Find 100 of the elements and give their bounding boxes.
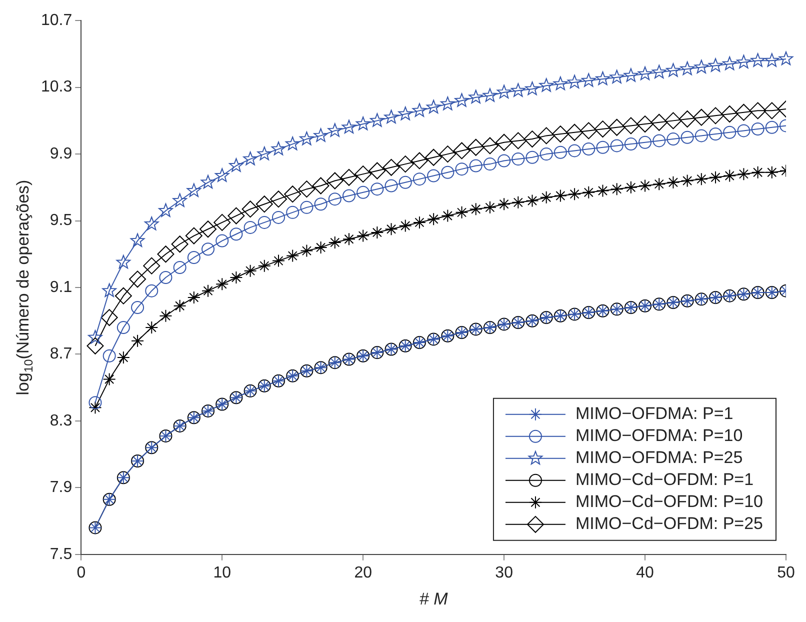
point [171,236,188,253]
point [244,264,257,278]
point [624,180,638,194]
legend-label: MIMO−OFDMA: P=1 [575,404,734,424]
point [173,299,186,312]
point [285,136,300,150]
point [580,122,598,140]
point [187,291,200,304]
point [440,96,455,110]
point [468,90,484,104]
point [737,124,750,138]
point [750,53,765,67]
point [692,108,710,126]
point [258,259,271,272]
point [708,58,723,72]
point [736,54,751,68]
point [356,229,370,242]
point [735,104,752,121]
point [354,166,372,183]
point [356,186,370,199]
point [230,228,243,241]
point [709,128,722,141]
point [483,158,496,171]
y-tick-label: 9.5 [50,212,72,230]
point [300,132,314,146]
point [496,84,512,98]
point [100,309,118,326]
point [314,128,328,142]
point [582,142,596,156]
x-tick-label: 20 [354,564,372,582]
point [116,321,130,334]
point [454,93,469,107]
point [765,166,778,179]
point [680,174,694,188]
point [284,186,302,203]
point [426,100,441,114]
point [214,214,231,231]
y-tick-label: 10.7 [41,12,72,30]
point [410,152,428,170]
y-tick-label: 10.3 [41,78,72,96]
point [202,284,215,298]
point [554,146,567,159]
y-tick-label: 8.7 [50,346,72,363]
point [243,152,258,166]
point [652,134,666,148]
point [356,116,370,130]
point [467,138,484,156]
point [270,190,287,208]
point [751,166,764,179]
point [256,196,273,213]
point [342,189,356,202]
point [384,110,398,124]
point [664,112,682,130]
point [398,106,413,120]
point [185,227,202,244]
point [300,200,314,214]
point [157,246,174,263]
x-tick-label: 10 [213,564,232,582]
point [143,257,160,274]
y-tick-label: 7.5 [50,546,72,563]
point [88,401,102,414]
point [144,216,159,230]
point [680,130,694,144]
point [765,120,778,134]
point [368,162,386,180]
point [398,176,412,189]
point [566,124,584,141]
point [441,209,454,222]
point [382,158,400,176]
point [272,254,285,268]
point [554,189,567,202]
point [510,83,526,97]
point [328,236,342,249]
point [88,396,102,410]
point [242,200,259,218]
point [596,184,610,198]
point [187,250,200,264]
point [370,113,384,127]
point [469,202,482,216]
point [568,188,582,201]
point [326,172,344,190]
point [581,73,596,87]
y-tick-label: 9.1 [50,278,72,296]
point [652,178,666,191]
point [427,212,440,226]
point [525,81,540,96]
point [102,283,116,297]
point [271,142,286,156]
point [159,309,172,322]
point [286,206,300,219]
point [114,287,132,304]
point [200,220,217,238]
point [567,74,582,88]
point [130,233,145,247]
point [512,196,525,209]
point [624,138,638,151]
point [582,186,596,199]
point [145,321,158,334]
point [340,168,358,186]
point [723,126,736,139]
